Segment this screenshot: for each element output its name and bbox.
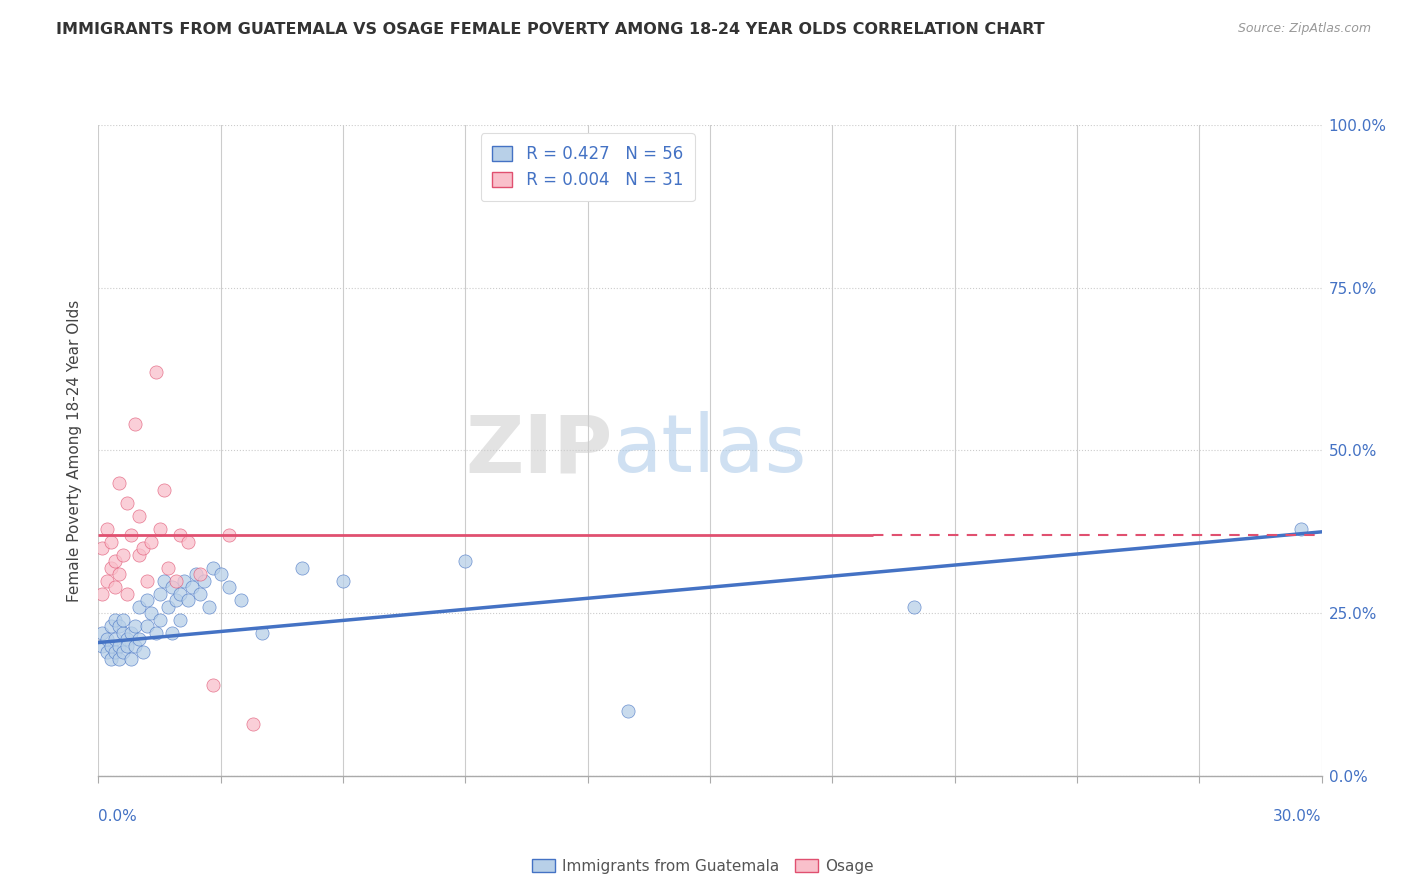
Legend:  R = 0.427   N = 56,  R = 0.004   N = 31: R = 0.427 N = 56, R = 0.004 N = 31 <box>481 133 695 201</box>
Point <box>152 483 174 497</box>
Point <box>617 704 640 718</box>
Point <box>100 560 122 574</box>
Point <box>100 619 122 633</box>
Point <box>104 554 127 568</box>
Point <box>250 625 273 640</box>
Point <box>156 599 179 614</box>
Text: atlas: atlas <box>612 411 807 490</box>
Point <box>141 534 163 549</box>
Point <box>115 632 138 647</box>
Point <box>132 541 155 555</box>
Point <box>128 548 150 562</box>
Point <box>124 619 146 633</box>
Point <box>332 574 354 588</box>
Point <box>91 587 114 601</box>
Text: 0.0%: 0.0% <box>98 808 138 823</box>
Point <box>96 632 118 647</box>
Y-axis label: Female Poverty Among 18-24 Year Olds: Female Poverty Among 18-24 Year Olds <box>67 300 83 601</box>
Point <box>104 645 127 659</box>
Point <box>141 607 163 621</box>
Point <box>91 541 114 555</box>
Point <box>111 548 134 562</box>
Point <box>165 593 187 607</box>
Point <box>91 625 114 640</box>
Point <box>149 587 172 601</box>
Point <box>108 652 131 666</box>
Point <box>188 567 212 582</box>
Point <box>111 613 134 627</box>
Point <box>201 678 224 692</box>
Point <box>128 632 150 647</box>
Point <box>91 639 114 653</box>
Point <box>104 632 127 647</box>
Point <box>186 567 208 582</box>
Point <box>132 645 155 659</box>
Point <box>201 560 224 574</box>
Point <box>100 534 122 549</box>
Point <box>160 580 183 594</box>
Point <box>108 476 131 491</box>
Point <box>96 645 118 659</box>
Point <box>242 717 264 731</box>
Point <box>454 554 477 568</box>
Point <box>156 560 179 574</box>
Point <box>136 619 159 633</box>
Point <box>100 639 122 653</box>
Text: ZIP: ZIP <box>465 411 612 490</box>
Point <box>128 508 150 523</box>
Point <box>96 574 118 588</box>
Point <box>115 587 138 601</box>
Text: IMMIGRANTS FROM GUATEMALA VS OSAGE FEMALE POVERTY AMONG 18-24 YEAR OLDS CORRELAT: IMMIGRANTS FROM GUATEMALA VS OSAGE FEMAL… <box>56 22 1045 37</box>
Point <box>181 580 204 594</box>
Point <box>173 574 195 588</box>
Point <box>149 522 172 536</box>
Point <box>177 593 200 607</box>
Point <box>108 639 131 653</box>
Point <box>136 593 159 607</box>
Point <box>120 625 142 640</box>
Point <box>209 567 232 582</box>
Point <box>169 528 191 542</box>
Point <box>96 522 118 536</box>
Point <box>120 528 142 542</box>
Point <box>193 574 215 588</box>
Point <box>145 625 167 640</box>
Point <box>218 528 240 542</box>
Point <box>231 593 253 607</box>
Point <box>115 495 138 509</box>
Point <box>124 417 146 432</box>
Legend: Immigrants from Guatemala, Osage: Immigrants from Guatemala, Osage <box>526 853 880 880</box>
Point <box>145 365 167 379</box>
Point <box>169 613 191 627</box>
Point <box>111 645 134 659</box>
Point <box>120 652 142 666</box>
Point <box>152 574 174 588</box>
Point <box>218 580 240 594</box>
Point <box>1291 522 1313 536</box>
Point <box>108 567 131 582</box>
Point <box>291 560 314 574</box>
Point <box>165 574 187 588</box>
Text: Source: ZipAtlas.com: Source: ZipAtlas.com <box>1237 22 1371 36</box>
Point <box>108 619 131 633</box>
Point <box>169 587 191 601</box>
Point <box>128 599 150 614</box>
Point <box>111 625 134 640</box>
Point <box>903 599 925 614</box>
Point <box>177 534 200 549</box>
Point <box>136 574 159 588</box>
Point <box>160 625 183 640</box>
Point <box>115 639 138 653</box>
Point <box>124 639 146 653</box>
Point <box>188 587 212 601</box>
Point <box>149 613 172 627</box>
Point <box>100 652 122 666</box>
Text: 30.0%: 30.0% <box>1274 808 1322 823</box>
Point <box>197 599 219 614</box>
Point <box>104 613 127 627</box>
Point <box>104 580 127 594</box>
